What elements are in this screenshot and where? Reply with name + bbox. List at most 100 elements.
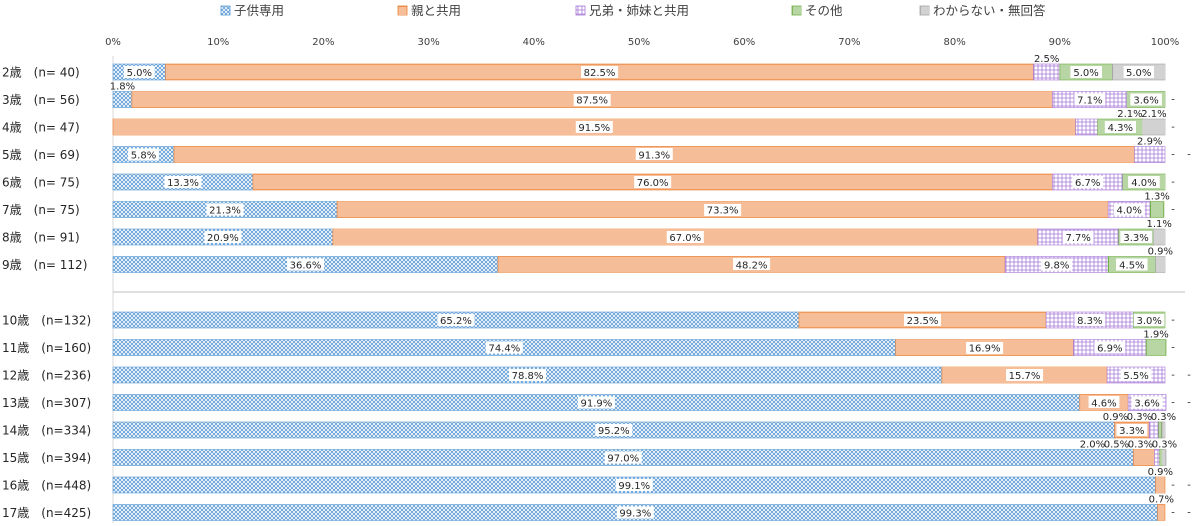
- data-label: 1.8%: [110, 82, 135, 93]
- row-label: 15歳 (n=394): [2, 451, 91, 465]
- bar-segment: [1153, 228, 1166, 246]
- data-label-bg: [1123, 66, 1155, 78]
- data-label: 3.3%: [1123, 233, 1148, 244]
- data-label-bg: [733, 258, 771, 271]
- row-label: 6歳 (n= 75): [2, 176, 80, 190]
- data-label-bg: [1062, 231, 1094, 243]
- data-label-bg: [615, 479, 653, 491]
- data-label: 91.9%: [581, 399, 613, 410]
- x-tick-label: 60%: [733, 37, 755, 48]
- row-label: 16歳 (n=448): [2, 479, 91, 493]
- row-label: 17歳 (n=425): [2, 506, 91, 520]
- data-label-bg: [1006, 369, 1044, 381]
- data-label: 5.0%: [1126, 68, 1151, 79]
- data-label: 3.3%: [1119, 426, 1144, 437]
- data-label-bg: [1133, 314, 1165, 326]
- x-axis: 0% 10% 20% 30% 40% 50% 60% 70% 80% 90% 100%: [105, 37, 1185, 523]
- data-label-bg: [634, 176, 672, 188]
- data-label: -: [1171, 370, 1175, 381]
- data-label: 97.0%: [607, 454, 639, 465]
- data-label: 8.3%: [1077, 316, 1102, 327]
- legend-label: その他: [805, 3, 843, 18]
- data-label: -: [1171, 205, 1175, 216]
- data-label: -: [1171, 177, 1175, 188]
- data-label: 74.4%: [488, 344, 520, 355]
- legend-swatch: [397, 5, 408, 16]
- data-label-bg: [604, 451, 642, 464]
- data-label: 36.6%: [290, 261, 322, 272]
- data-label-bg: [1116, 424, 1148, 436]
- row-label: 10歳 (n=132): [2, 314, 91, 328]
- data-label: 48.2%: [736, 261, 768, 272]
- data-label: -: [1171, 343, 1175, 354]
- data-label: -: [1187, 150, 1191, 161]
- x-tick-label: 80%: [943, 37, 965, 48]
- data-label-bg: [1074, 314, 1106, 326]
- data-label: 0.5%: [1104, 440, 1129, 451]
- bar-segment: [1161, 421, 1166, 439]
- bar-row: 12歳 (n=236) 78.8% 15.7% 5.5% - -: [2, 366, 1191, 384]
- data-label: 73.3%: [707, 206, 739, 217]
- data-label: 13.3%: [167, 178, 199, 189]
- data-label-bg: [485, 341, 523, 354]
- data-label-bg: [206, 203, 244, 216]
- data-label-bg: [1131, 396, 1163, 409]
- data-label: -: [1187, 508, 1191, 519]
- legend-swatch: [791, 5, 802, 16]
- bar-segment: [1033, 63, 1061, 81]
- data-label: 2.0%: [1080, 440, 1105, 451]
- data-label-bg: [1120, 369, 1152, 381]
- bar-row: 2歳 (n= 40) 5.0% 82.5% 5.0% 5.0% 2.5%: [2, 54, 1166, 81]
- data-label-bg: [287, 258, 325, 271]
- data-label-bg: [575, 121, 613, 133]
- bar-row: 11歳 (n=160) 74.4% 16.9% 6.9% 1.9%-: [2, 330, 1175, 356]
- data-label: 91.3%: [638, 151, 670, 162]
- bar-segment: [112, 91, 133, 108]
- data-label: -: [1171, 122, 1175, 133]
- bar-row: 8歳 (n= 91) 20.9% 67.0% 7.7% 3.3% 1.1%: [2, 219, 1172, 246]
- row-label: 13歳 (n=307): [2, 396, 91, 410]
- data-label: 0.3%: [1151, 412, 1176, 423]
- bar-segment: [1155, 476, 1166, 494]
- x-tick-label: 0%: [105, 37, 121, 48]
- data-label: 9.8%: [1044, 261, 1069, 272]
- bar-row: 5歳 (n= 69) 5.8% 91.3%2.9%- -: [2, 137, 1191, 163]
- bar-row: 10歳 (n=132) 65.2% 23.5% 8.3% 3.0% -: [2, 311, 1175, 329]
- data-label-bg: [573, 93, 611, 106]
- data-label: 76.0%: [637, 178, 669, 189]
- data-label: 4.0%: [1117, 206, 1142, 217]
- bar-row: 4歳 (n= 47) 91.5% 4.3%2.1%2.1%-: [2, 109, 1175, 136]
- data-label: 6.7%: [1075, 178, 1100, 189]
- data-label: 99.3%: [619, 509, 651, 520]
- bar-segment: [1149, 201, 1165, 218]
- data-label-bg: [1130, 93, 1162, 106]
- row-label: 5歳 (n= 69): [2, 148, 80, 162]
- data-label-bg: [577, 396, 615, 409]
- bar-row: 7歳 (n= 75) 21.3% 73.3% 4.0%1.3%-: [2, 192, 1175, 218]
- data-label: 67.0%: [669, 233, 701, 244]
- data-label: 65.2%: [440, 316, 472, 327]
- data-label: 23.5%: [907, 316, 939, 327]
- data-label-bg: [966, 341, 1004, 354]
- data-label-bg: [1072, 176, 1104, 188]
- data-label-bg: [1120, 231, 1152, 243]
- bar-segment: [1157, 504, 1166, 521]
- bar-segment: [1142, 118, 1166, 136]
- data-label: -: [1187, 370, 1191, 381]
- bar-segment: [1158, 421, 1163, 439]
- data-label: 1.9%: [1143, 330, 1168, 341]
- plot-area: 2歳 (n= 40) 5.0% 82.5% 5.0% 5.0% 2.5% 3歳 (n= 56…: [2, 54, 1191, 521]
- data-label: -: [1171, 508, 1175, 519]
- data-label: 21.3%: [209, 206, 241, 217]
- x-tick-label: 90%: [1049, 37, 1071, 48]
- data-label: 16.9%: [969, 344, 1001, 355]
- data-label: 7.7%: [1066, 233, 1091, 244]
- data-label: 0.3%: [1127, 412, 1152, 423]
- bar-segment: [1162, 449, 1167, 466]
- x-tick-label: 50%: [628, 37, 650, 48]
- bar-segment: [1155, 256, 1166, 273]
- data-label-bg: [635, 148, 673, 161]
- data-label: -: [1171, 95, 1175, 106]
- row-label: 7歳 (n= 75): [2, 203, 80, 217]
